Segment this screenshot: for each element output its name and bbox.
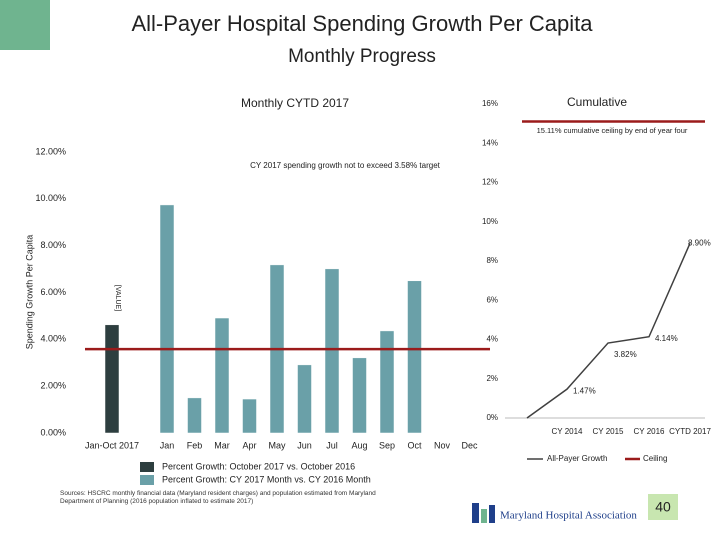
bar bbox=[214, 317, 230, 434]
y-tick-label: 0.00% bbox=[40, 427, 66, 437]
y-tick-label: 10% bbox=[482, 217, 498, 226]
y-tick-label: 8% bbox=[486, 256, 498, 265]
x-tick-label: Sep bbox=[379, 440, 395, 450]
corner-decoration bbox=[0, 0, 50, 50]
logo-mark bbox=[489, 505, 495, 523]
bar bbox=[297, 364, 312, 434]
data-label: 4.14% bbox=[655, 334, 678, 343]
bar bbox=[242, 398, 257, 434]
x-tick-label: Dec bbox=[461, 440, 478, 450]
x-tick-label: CYTD 2017 bbox=[669, 427, 711, 436]
page-number: 40 bbox=[655, 499, 671, 515]
y-tick-label: 2.00% bbox=[40, 381, 66, 391]
logo-mark bbox=[472, 503, 479, 523]
page-number-box bbox=[648, 494, 678, 520]
x-tick-label: Jan-Oct 2017 bbox=[85, 440, 139, 450]
source-text: Sources: HSCRC monthly financial data (M… bbox=[60, 490, 376, 505]
y-tick-label: 12.00% bbox=[35, 146, 66, 156]
bar bbox=[104, 324, 120, 434]
ceiling-label: 15.11% cumulative ceiling by end of year… bbox=[537, 126, 688, 135]
slide-subtitle: Monthly Progress bbox=[288, 46, 436, 67]
chart-title: Cumulative bbox=[567, 95, 627, 109]
legend-label: Ceiling bbox=[643, 454, 667, 463]
logo-mark bbox=[481, 509, 487, 523]
y-tick-label: 14% bbox=[482, 138, 498, 147]
data-label: 8.90% bbox=[688, 238, 711, 247]
bar bbox=[352, 357, 367, 434]
x-tick-label: CY 2014 bbox=[552, 427, 584, 436]
x-tick-label: Jan bbox=[160, 440, 175, 450]
x-tick-label: Aug bbox=[351, 440, 367, 450]
bar bbox=[324, 268, 340, 434]
bar bbox=[407, 280, 422, 434]
data-label: 1.47% bbox=[573, 386, 596, 395]
x-tick-label: Feb bbox=[187, 440, 203, 450]
legend-label: Percent Growth: October 2017 vs. October… bbox=[162, 461, 355, 471]
x-tick-label: Jun bbox=[297, 440, 312, 450]
target-label: CY 2017 spending growth not to exceed 3.… bbox=[250, 161, 441, 170]
x-tick-label: Jul bbox=[326, 440, 338, 450]
y-tick-label: 0% bbox=[486, 413, 498, 422]
y-tick-label: 4% bbox=[486, 335, 498, 344]
legend-swatch bbox=[140, 475, 154, 485]
slide-title: All-Payer Hospital Spending Growth Per C… bbox=[131, 11, 593, 36]
x-tick-label: Oct bbox=[407, 440, 422, 450]
bar bbox=[187, 397, 202, 434]
y-tick-label: 6% bbox=[486, 295, 498, 304]
source-box: Sources: HSCRC monthly financial data (M… bbox=[60, 490, 376, 505]
data-label: 3.82% bbox=[614, 350, 637, 359]
legend-label: Percent Growth: CY 2017 Month vs. CY 201… bbox=[162, 474, 371, 484]
y-tick-label: 4.00% bbox=[40, 334, 66, 344]
x-tick-label: Mar bbox=[214, 440, 230, 450]
series-line bbox=[526, 243, 691, 419]
y-tick-label: 2% bbox=[486, 374, 498, 383]
legend-swatch bbox=[140, 462, 154, 472]
annotation: [VALUE] bbox=[114, 285, 121, 311]
x-tick-label: Nov bbox=[434, 440, 451, 450]
y-tick-label: 6.00% bbox=[40, 287, 66, 297]
y-tick-label: 16% bbox=[482, 99, 498, 108]
logo-text: Maryland Hospital Association bbox=[500, 510, 637, 522]
y-tick-label: 10.00% bbox=[35, 193, 66, 203]
bar bbox=[379, 330, 395, 434]
x-tick-label: CY 2016 bbox=[634, 427, 666, 436]
legend-label: All-Payer Growth bbox=[547, 454, 607, 463]
x-tick-label: Apr bbox=[242, 440, 256, 450]
y-tick-label: 8.00% bbox=[40, 240, 66, 250]
chart-title: Monthly CYTD 2017 bbox=[241, 96, 349, 110]
bar bbox=[159, 204, 175, 434]
x-tick-label: May bbox=[268, 440, 286, 450]
y-tick-label: 12% bbox=[482, 178, 498, 187]
y-axis-label: Spending Growth Per Capita bbox=[24, 235, 34, 350]
x-tick-label: CY 2015 bbox=[593, 427, 625, 436]
